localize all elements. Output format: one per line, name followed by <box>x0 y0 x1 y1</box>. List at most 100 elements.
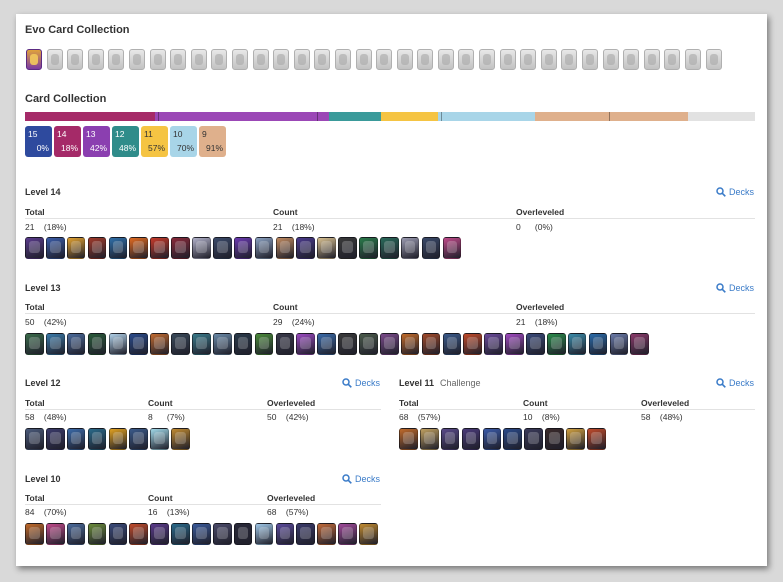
evo-card-locked[interactable] <box>458 49 475 70</box>
card-thumbnail[interactable] <box>87 523 107 545</box>
card-thumbnail[interactable] <box>296 523 316 545</box>
card-thumbnail[interactable] <box>275 237 295 259</box>
card-thumbnail[interactable] <box>212 237 232 259</box>
evo-card-locked[interactable] <box>664 49 681 70</box>
card-thumbnail[interactable] <box>359 523 378 545</box>
card-thumbnail[interactable] <box>399 428 418 450</box>
card-thumbnail[interactable] <box>275 333 295 355</box>
card-thumbnail[interactable] <box>192 237 211 259</box>
evo-card-locked[interactable] <box>643 49 660 70</box>
card-thumbnail[interactable] <box>630 333 650 355</box>
card-thumbnail[interactable] <box>442 237 462 259</box>
card-thumbnail[interactable] <box>421 237 441 259</box>
evo-card-locked[interactable] <box>149 49 166 70</box>
evo-card-locked[interactable] <box>602 49 619 70</box>
card-thumbnail[interactable] <box>129 333 149 355</box>
evo-card-locked[interactable] <box>499 49 516 70</box>
level-14-decks-link[interactable]: Decks <box>716 187 754 197</box>
evo-card-locked[interactable] <box>540 49 557 70</box>
evo-card-locked[interactable] <box>87 49 104 70</box>
card-thumbnail[interactable] <box>566 428 585 450</box>
card-thumbnail[interactable] <box>296 333 316 355</box>
card-thumbnail[interactable] <box>45 428 65 450</box>
card-thumbnail[interactable] <box>150 237 169 259</box>
card-thumbnail[interactable] <box>108 333 128 355</box>
card-thumbnail[interactable] <box>338 333 357 355</box>
evo-card-locked[interactable] <box>705 49 722 70</box>
evo-card-locked[interactable] <box>314 49 331 70</box>
card-thumbnail[interactable] <box>233 237 253 259</box>
card-thumbnail[interactable] <box>25 428 44 450</box>
card-thumbnail[interactable] <box>296 237 316 259</box>
card-thumbnail[interactable] <box>233 333 253 355</box>
evo-card-locked[interactable] <box>252 49 269 70</box>
evo-card-locked[interactable] <box>685 49 701 70</box>
card-thumbnail[interactable] <box>440 428 460 450</box>
evo-card-unlocked[interactable] <box>26 49 42 70</box>
level-10-decks-link[interactable]: Decks <box>342 474 380 484</box>
card-thumbnail[interactable] <box>129 523 149 545</box>
card-thumbnail[interactable] <box>192 523 211 545</box>
level-11-decks-link[interactable]: Decks <box>716 378 754 388</box>
card-thumbnail[interactable] <box>400 237 420 259</box>
level-12-decks-link[interactable]: Decks <box>342 378 380 388</box>
card-thumbnail[interactable] <box>545 428 564 450</box>
evo-card-locked[interactable] <box>355 49 372 70</box>
card-thumbnail[interactable] <box>66 333 86 355</box>
evo-card-locked[interactable] <box>273 49 290 70</box>
card-thumbnail[interactable] <box>108 428 128 450</box>
card-thumbnail[interactable] <box>482 428 502 450</box>
card-thumbnail[interactable] <box>66 237 86 259</box>
card-thumbnail[interactable] <box>484 333 503 355</box>
card-thumbnail[interactable] <box>233 523 253 545</box>
card-thumbnail[interactable] <box>171 523 190 545</box>
evo-card-locked[interactable] <box>417 49 434 70</box>
card-thumbnail[interactable] <box>254 237 274 259</box>
evo-card-locked[interactable] <box>211 49 228 70</box>
card-thumbnail[interactable] <box>171 237 190 259</box>
card-thumbnail[interactable] <box>317 523 336 545</box>
card-thumbnail[interactable] <box>338 237 357 259</box>
card-thumbnail[interactable] <box>586 428 606 450</box>
card-thumbnail[interactable] <box>171 428 190 450</box>
card-thumbnail[interactable] <box>419 428 439 450</box>
card-thumbnail[interactable] <box>150 333 169 355</box>
card-thumbnail[interactable] <box>25 333 44 355</box>
card-thumbnail[interactable] <box>567 333 587 355</box>
evo-card-locked[interactable] <box>128 49 145 70</box>
evo-card-locked[interactable] <box>437 49 454 70</box>
card-thumbnail[interactable] <box>505 333 524 355</box>
card-thumbnail[interactable] <box>25 237 44 259</box>
evo-card-locked[interactable] <box>561 49 578 70</box>
evo-card-locked[interactable] <box>582 49 599 70</box>
level-13-decks-link[interactable]: Decks <box>716 283 754 293</box>
evo-card-locked[interactable] <box>396 49 413 70</box>
card-thumbnail[interactable] <box>66 523 86 545</box>
card-thumbnail[interactable] <box>588 333 608 355</box>
card-thumbnail[interactable] <box>87 333 107 355</box>
card-thumbnail[interactable] <box>212 333 232 355</box>
evo-card-locked[interactable] <box>108 49 125 70</box>
card-thumbnail[interactable] <box>45 523 65 545</box>
card-thumbnail[interactable] <box>192 333 211 355</box>
evo-card-locked[interactable] <box>170 49 187 70</box>
card-thumbnail[interactable] <box>442 333 462 355</box>
card-thumbnail[interactable] <box>129 428 149 450</box>
card-thumbnail[interactable] <box>150 523 169 545</box>
card-thumbnail[interactable] <box>338 523 357 545</box>
card-thumbnail[interactable] <box>171 333 190 355</box>
evo-card-locked[interactable] <box>67 49 84 70</box>
card-thumbnail[interactable] <box>400 333 420 355</box>
evo-card-locked[interactable] <box>46 49 63 70</box>
card-thumbnail[interactable] <box>609 333 629 355</box>
card-thumbnail[interactable] <box>275 523 295 545</box>
card-thumbnail[interactable] <box>526 333 545 355</box>
card-thumbnail[interactable] <box>45 333 65 355</box>
card-thumbnail[interactable] <box>108 523 128 545</box>
card-thumbnail[interactable] <box>87 428 107 450</box>
card-thumbnail[interactable] <box>45 237 65 259</box>
evo-card-locked[interactable] <box>334 49 351 70</box>
card-thumbnail[interactable] <box>254 523 274 545</box>
card-thumbnail[interactable] <box>66 428 86 450</box>
card-thumbnail[interactable] <box>359 237 378 259</box>
